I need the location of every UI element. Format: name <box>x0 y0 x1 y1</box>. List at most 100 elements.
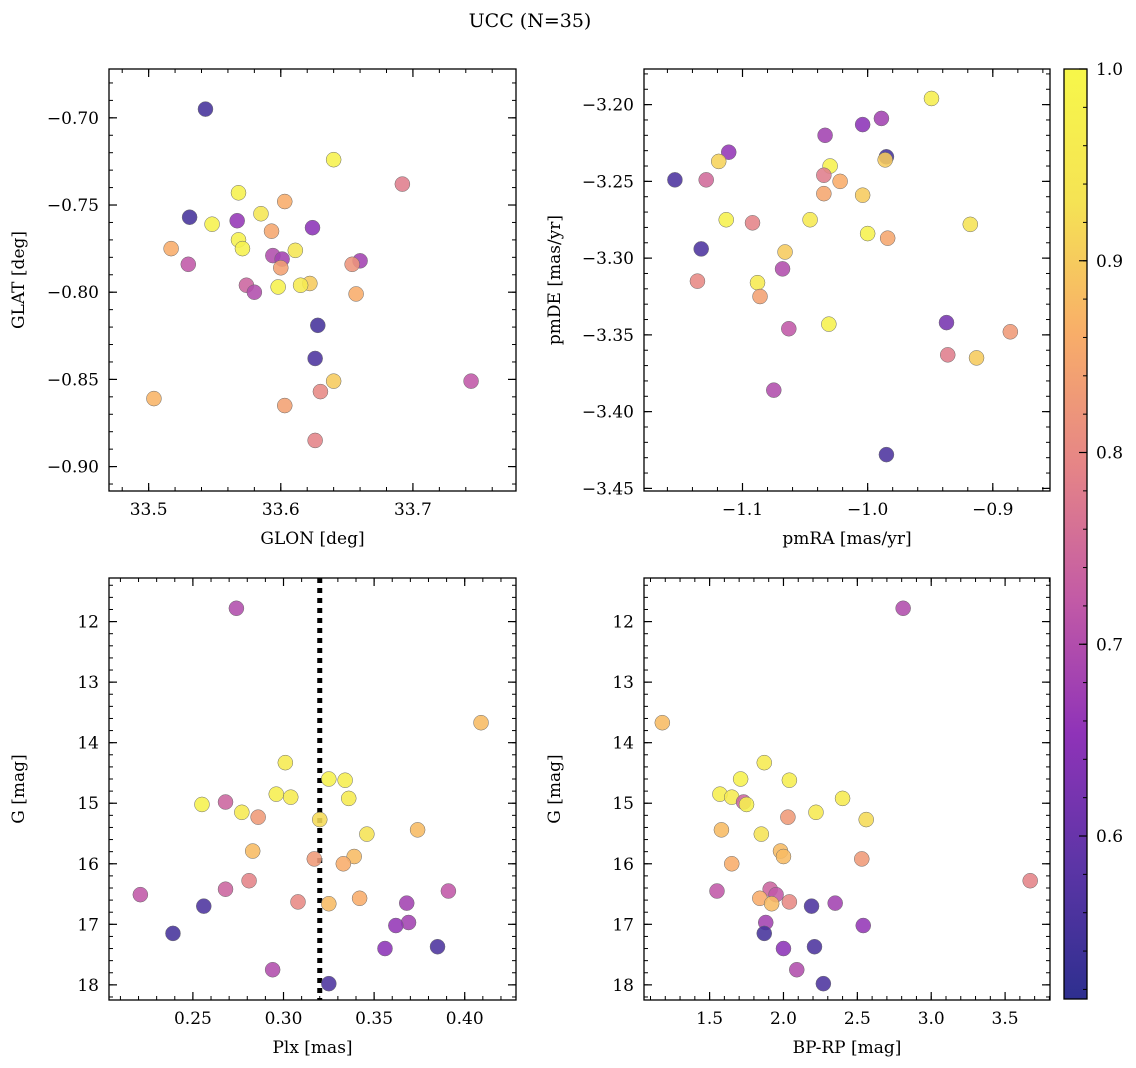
y-axis-label: G [mag] <box>545 754 565 823</box>
y-tick-label: 14 <box>612 734 634 754</box>
y-tick-label: 16 <box>77 855 99 875</box>
data-point <box>774 261 791 277</box>
data-point <box>816 167 832 183</box>
x-tick-label: 0.25 <box>174 1009 212 1029</box>
axes-frame <box>643 577 1051 1001</box>
data-point <box>744 215 761 231</box>
y-tick-label: 17 <box>612 915 634 935</box>
data-point <box>335 856 352 872</box>
data-point <box>781 772 798 788</box>
x-axis-label: BP-RP [mag] <box>793 1038 902 1058</box>
data-point <box>939 347 956 363</box>
data-point <box>738 796 755 813</box>
data-point <box>246 284 263 300</box>
data-point <box>348 286 364 302</box>
x-axis-label: Plx [mas] <box>272 1038 352 1058</box>
data-point <box>854 851 870 867</box>
colorbar: 0.6 0.7 0.8 0.9 1.0 <box>1063 60 1123 1000</box>
data-point <box>816 185 832 202</box>
data-point <box>400 914 417 931</box>
panel-plx-g: 0.25 0.30 0.35 0.40 12 13 14 15 16 17 18 Plx [mas] G… <box>9 577 517 1058</box>
data-point <box>277 397 293 414</box>
x-tick-label: 0.35 <box>355 1009 393 1029</box>
data-point <box>307 350 323 367</box>
data-point <box>270 279 286 295</box>
data-point <box>273 260 289 276</box>
y-tick-label: −0.70 <box>47 109 99 129</box>
x-tick-label: 0.40 <box>446 1009 484 1029</box>
data-point <box>304 219 321 236</box>
data-point <box>720 144 737 160</box>
data-point <box>340 790 357 807</box>
y-tick-label: 13 <box>612 673 634 693</box>
data-point <box>277 193 293 210</box>
data-point <box>346 848 362 865</box>
data-point <box>938 314 955 331</box>
data-point <box>217 794 234 810</box>
data-point <box>724 856 740 872</box>
data-point <box>287 242 304 259</box>
x-tick-label: 0.30 <box>265 1009 303 1029</box>
data-point <box>732 771 749 787</box>
x-tick-label: 1.5 <box>696 1009 723 1029</box>
data-point <box>873 110 890 127</box>
data-point <box>962 216 979 233</box>
suptitle: UCC (N=35) <box>469 10 592 32</box>
x-tick-label: −0.9 <box>972 500 1013 520</box>
data-point <box>337 772 353 788</box>
x-tick-label: 33.7 <box>394 500 432 520</box>
colorbar-tick-label: 0.8 <box>1096 444 1123 464</box>
data-point <box>163 240 179 257</box>
y-tick-label: 12 <box>612 613 634 633</box>
x-tick-label: 3.5 <box>992 1009 1019 1029</box>
data-point <box>877 152 893 168</box>
axes-frame <box>643 68 1051 492</box>
y-axis-label: G [mag] <box>9 754 29 823</box>
data-point <box>713 822 730 838</box>
axes-frame <box>108 577 517 1001</box>
data-point <box>359 826 375 842</box>
points-layer <box>654 600 1038 992</box>
y-tick-label: −0.75 <box>47 196 99 216</box>
y-tick-label: 16 <box>612 855 634 875</box>
data-point <box>398 895 415 911</box>
data-point <box>409 822 426 838</box>
data-point <box>473 714 489 731</box>
data-point <box>802 211 818 228</box>
data-point <box>290 894 306 910</box>
x-tick-label: −1.0 <box>847 500 888 520</box>
data-point <box>194 796 210 813</box>
y-tick-label: −3.30 <box>582 249 634 269</box>
data-point <box>854 116 871 133</box>
x-tick-label: 2.0 <box>770 1009 797 1029</box>
x-axis-label: pmRA [mas/yr] <box>782 529 911 549</box>
y-tick-label: 17 <box>77 915 99 935</box>
data-point <box>859 225 876 242</box>
data-point <box>268 786 285 802</box>
data-point <box>263 223 280 239</box>
x-tick-label: 33.6 <box>262 500 300 520</box>
colorbar-tick-label: 1.0 <box>1096 60 1123 80</box>
data-point <box>250 809 266 825</box>
data-point <box>277 754 294 771</box>
data-point <box>234 804 250 821</box>
data-point <box>789 961 805 978</box>
colorbar-tick-label: 0.9 <box>1096 252 1123 272</box>
data-point <box>204 216 220 232</box>
data-point <box>749 274 766 291</box>
data-point <box>325 373 342 389</box>
data-point <box>234 240 251 257</box>
data-point <box>321 975 337 992</box>
data-point <box>710 153 727 170</box>
data-point <box>756 925 773 942</box>
data-point <box>351 890 368 907</box>
data-point <box>321 895 337 912</box>
data-point <box>283 789 299 805</box>
y-tick-label: −3.25 <box>582 172 634 192</box>
data-point <box>228 600 245 617</box>
data-point <box>763 895 780 912</box>
data-point <box>756 754 773 771</box>
data-point <box>827 895 843 911</box>
data-point <box>394 176 411 192</box>
